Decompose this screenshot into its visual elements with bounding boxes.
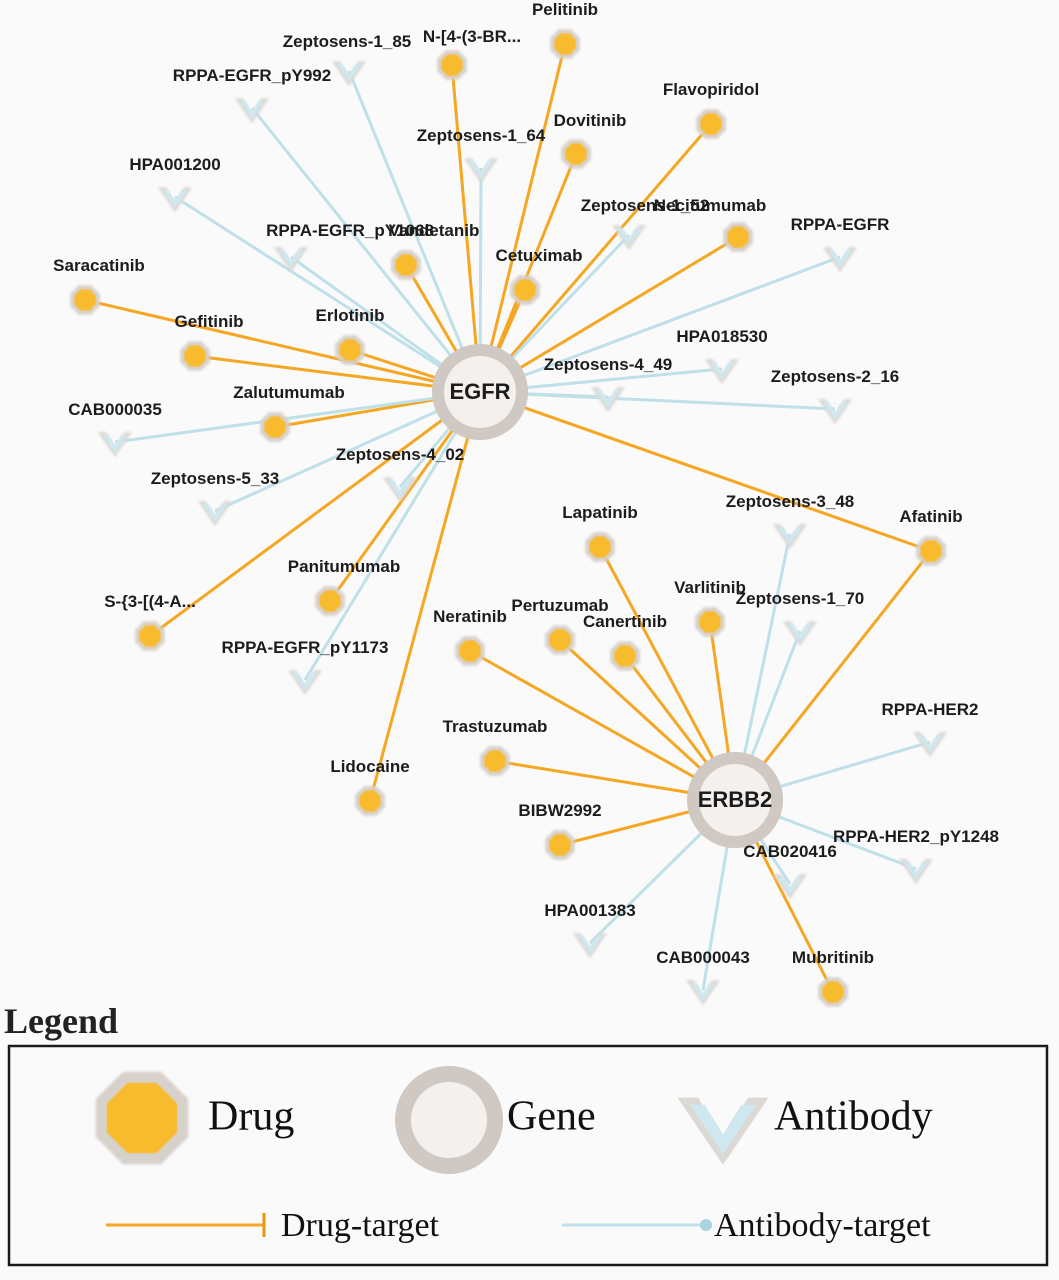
svg-text:ERBB2: ERBB2 — [698, 787, 773, 812]
svg-text:EGFR: EGFR — [449, 379, 510, 404]
